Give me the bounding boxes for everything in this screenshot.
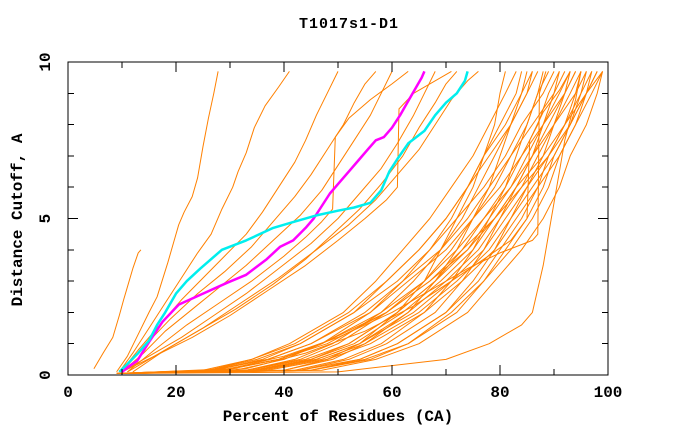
plot-area: 0 20 40 60 80 100 0 5 10 <box>37 52 622 402</box>
curve-model-30 <box>127 71 571 374</box>
chart-title: T1017s1-D1 <box>299 16 399 33</box>
curve-model-24 <box>127 71 517 374</box>
curve-model-17 <box>121 71 593 374</box>
curve-model-22 <box>132 71 560 374</box>
curve-model-21 <box>121 71 604 374</box>
curve-model-28 <box>127 71 533 374</box>
x-tick-label: 0 <box>63 384 73 402</box>
y-tick-label: 5 <box>37 214 55 224</box>
curve-model-mid-03 <box>121 71 436 373</box>
curve-model-15 <box>116 71 555 374</box>
x-tick-label: 20 <box>166 384 185 402</box>
x-axis-label: Percent of Residues (CA) <box>223 408 453 426</box>
y-tick-label: 10 <box>37 52 55 71</box>
curve-model-steep-05 <box>121 71 377 373</box>
curve-model-02 <box>132 71 604 374</box>
y-tick-label: 0 <box>37 370 55 380</box>
curve-model-25 <box>121 71 593 374</box>
curve-model-31 <box>132 71 582 374</box>
x-tick-label: 80 <box>490 384 509 402</box>
curve-model-steep-01 <box>93 249 142 369</box>
curve-model-26 <box>132 71 506 374</box>
curve-model-mid-05 <box>121 70 452 373</box>
curve-model-highlight-cyan <box>118 71 469 373</box>
curve-model-steep-02 <box>116 71 219 373</box>
curve-model-18 <box>132 71 533 374</box>
curve-model-mid-02 <box>127 71 409 373</box>
curve-model-mid-06 <box>132 71 479 373</box>
x-tick-label: 60 <box>382 384 401 402</box>
curve-model-27 <box>116 71 577 374</box>
y-axis-label: Distance Cutoff, A <box>9 133 27 306</box>
x-tick-label: 100 <box>594 384 623 402</box>
curve-model-20 <box>127 71 544 374</box>
curve-model-mid-01 <box>121 71 393 373</box>
curve-model-23 <box>116 71 582 374</box>
curve-model-13 <box>121 71 550 374</box>
curve-model-steep-03 <box>118 71 290 373</box>
curve-model-highlight-magenta <box>121 70 426 373</box>
curve-model-29 <box>121 71 547 374</box>
curve-model-steep-04 <box>121 71 339 371</box>
x-tick-label: 40 <box>274 384 293 402</box>
curve-model-07 <box>116 71 523 374</box>
